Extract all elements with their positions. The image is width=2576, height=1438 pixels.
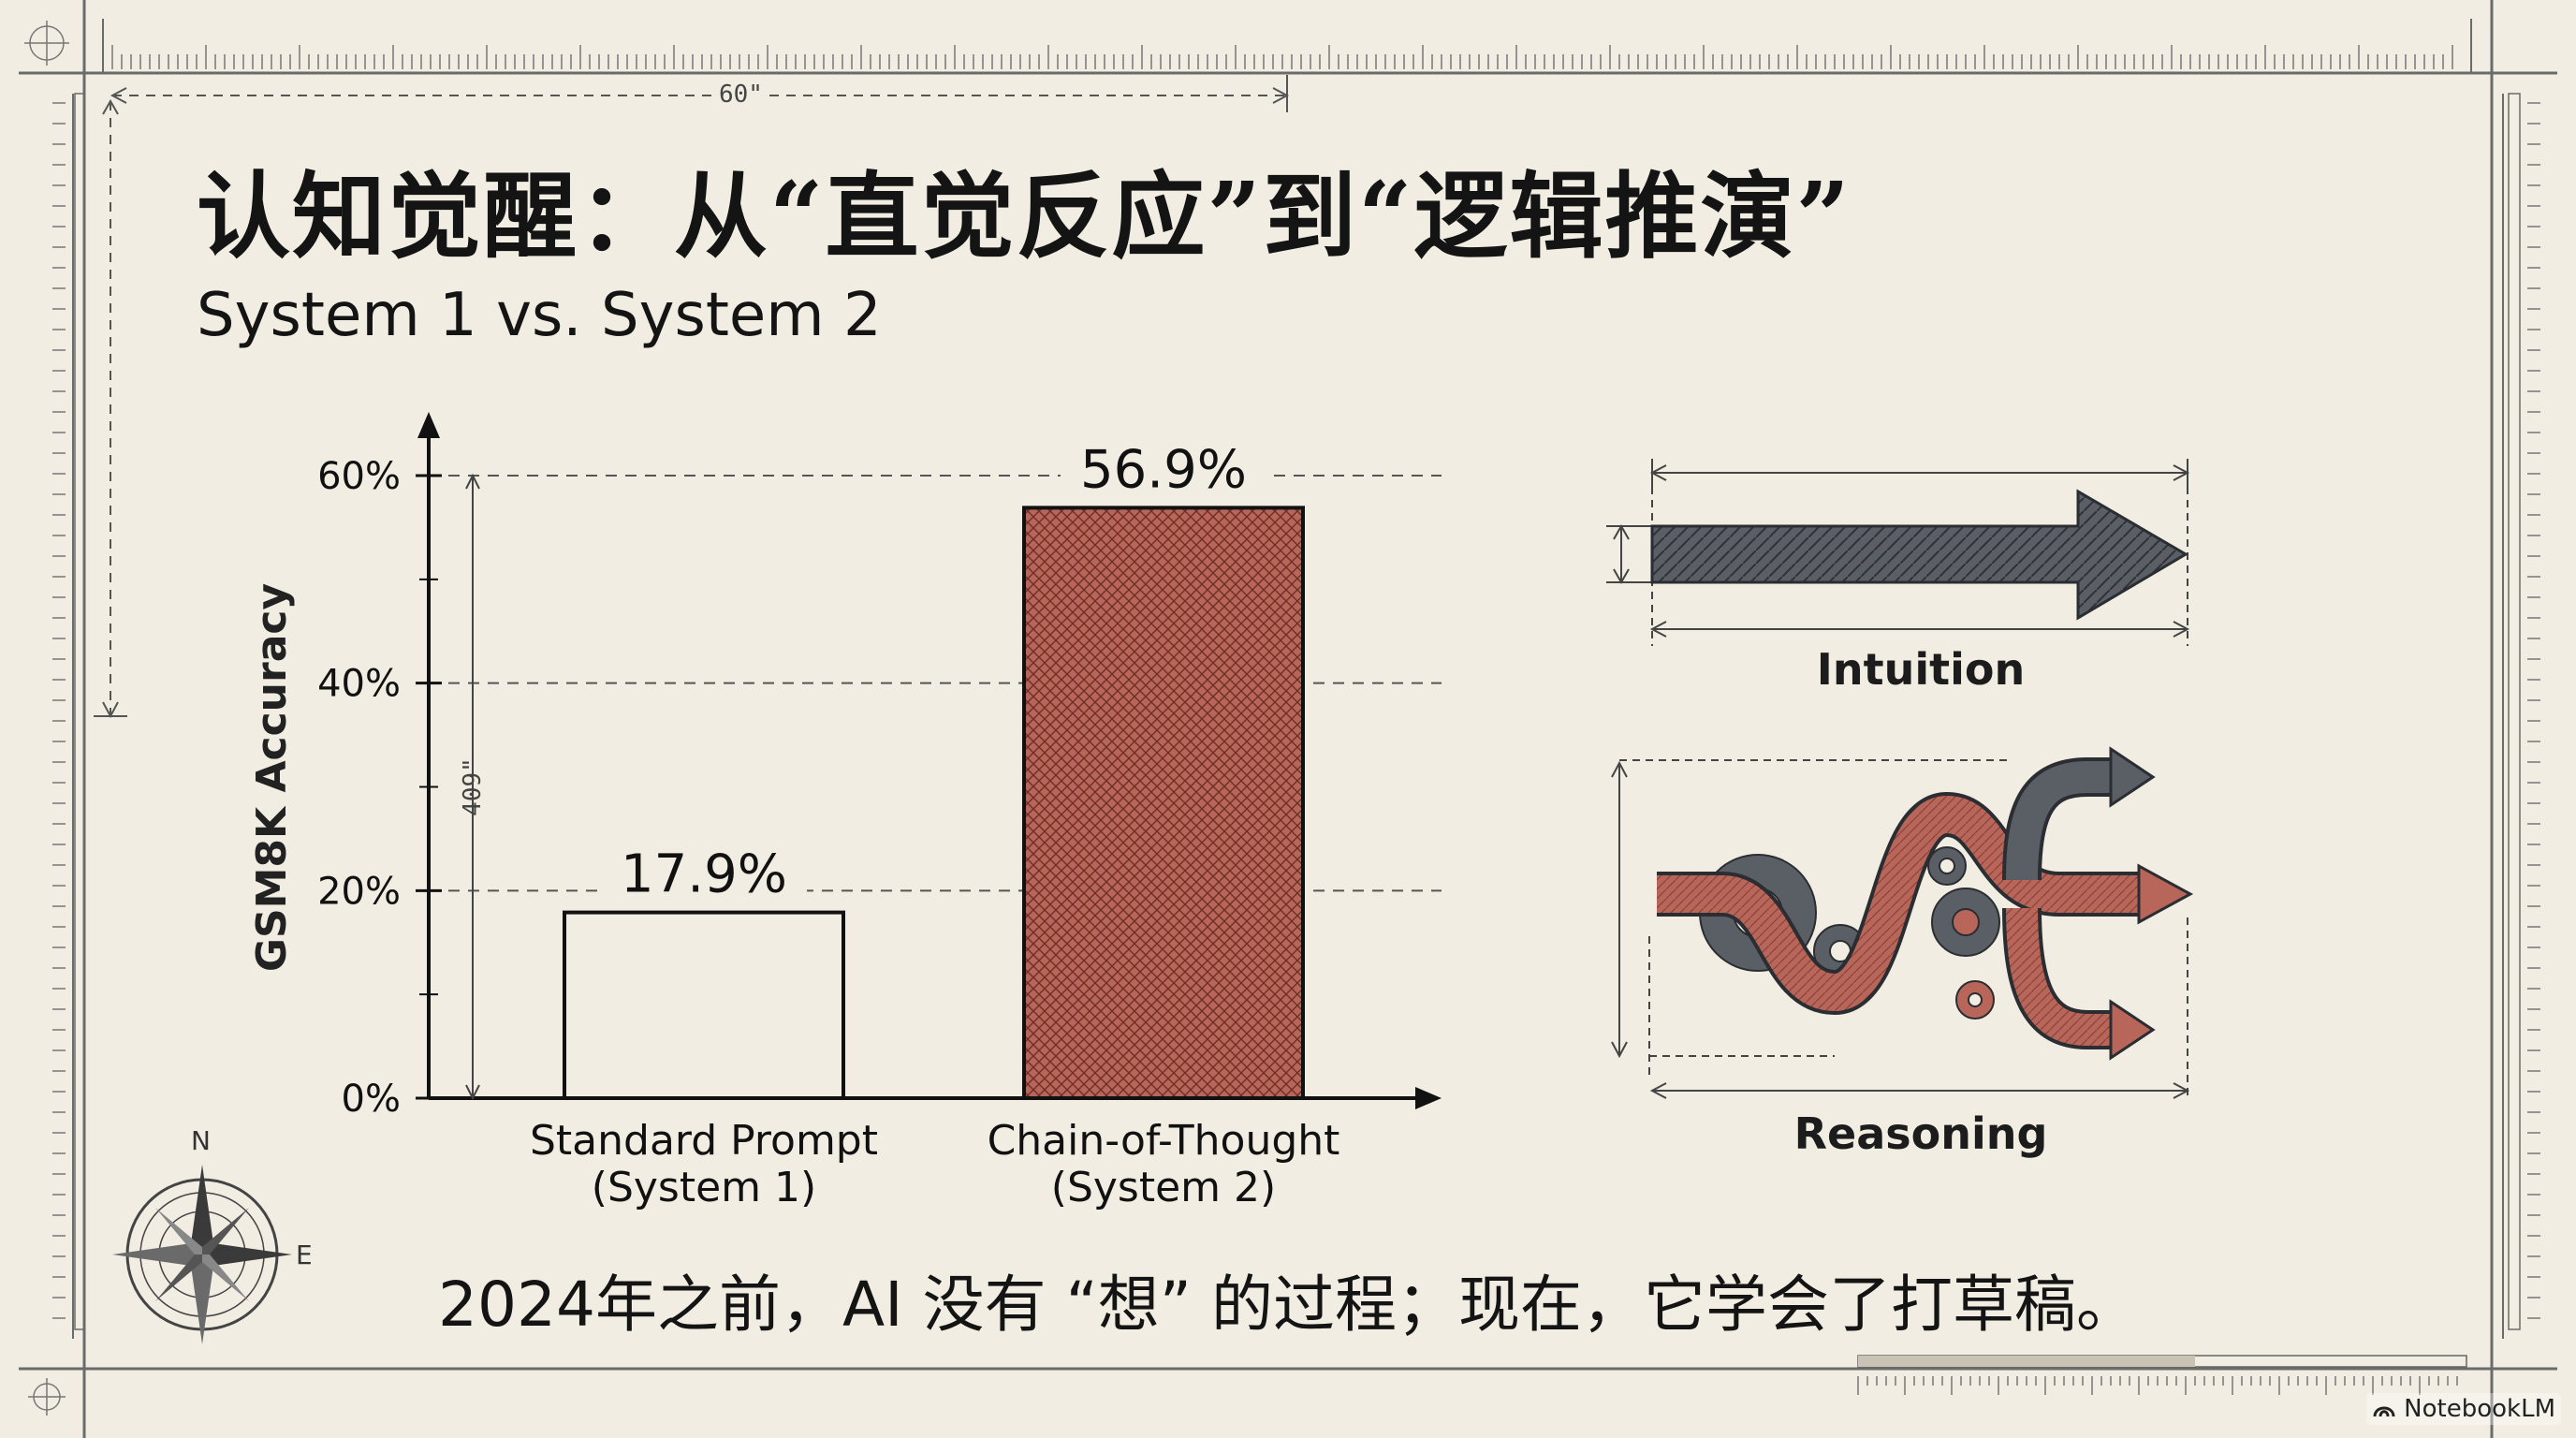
reasoning-label: Reasoning bbox=[1793, 1108, 2048, 1159]
watermark: NotebookLM bbox=[2366, 1393, 2561, 1425]
intuition-label: Intuition bbox=[1816, 644, 2026, 695]
compass-rose-icon bbox=[112, 1165, 292, 1344]
x-tick-label: Standard Prompt bbox=[530, 1117, 878, 1165]
dimension-label-top: 60" bbox=[713, 81, 768, 109]
y-tick-label: 0% bbox=[342, 1078, 401, 1121]
bar-value-label: 56.9% bbox=[1080, 439, 1247, 500]
bar bbox=[1022, 506, 1305, 1100]
bar-value-label: 17.9% bbox=[621, 844, 787, 905]
chart-dimension-arrow bbox=[465, 473, 480, 490]
x-axis-arrow-icon bbox=[1415, 1087, 1442, 1109]
y-axis-title: GSM8K Accuracy bbox=[248, 583, 296, 972]
bar-label-background bbox=[1061, 440, 1266, 497]
notebooklm-logo-icon bbox=[2373, 1406, 2395, 1417]
bar bbox=[563, 910, 845, 1100]
y-tick-label: 60% bbox=[317, 455, 401, 498]
chart-dimension-arrow bbox=[465, 1084, 480, 1101]
chart-dimension-label: 409" bbox=[459, 757, 487, 816]
x-tick-label: Chain-of-Thought bbox=[988, 1117, 1340, 1165]
y-tick-label: 40% bbox=[317, 663, 401, 706]
compass-east-label: E bbox=[296, 1240, 313, 1270]
intuition-diagram bbox=[1606, 459, 2190, 646]
bar-label-background bbox=[601, 844, 807, 902]
page-subtitle: System 1 vs. System 2 bbox=[197, 281, 882, 350]
x-tick-label: (System 2) bbox=[1051, 1164, 1276, 1211]
compass-north-label: N bbox=[191, 1125, 211, 1156]
reasoning-diagram bbox=[1611, 746, 2194, 1099]
page-title: 认知觉醒：从“直觉反应”到“逻辑推演” bbox=[197, 161, 1852, 271]
x-tick-label: (System 1) bbox=[592, 1164, 816, 1211]
y-axis-arrow-icon bbox=[417, 412, 440, 438]
y-tick-label: 20% bbox=[317, 870, 401, 913]
caption-text: 2024年之前，AI 没有 “想” 的过程；现在，它学会了打草稿。 bbox=[438, 1269, 2138, 1341]
watermark-text: NotebookLM bbox=[2404, 1395, 2555, 1423]
intuition-arrow-icon bbox=[1650, 489, 2188, 621]
